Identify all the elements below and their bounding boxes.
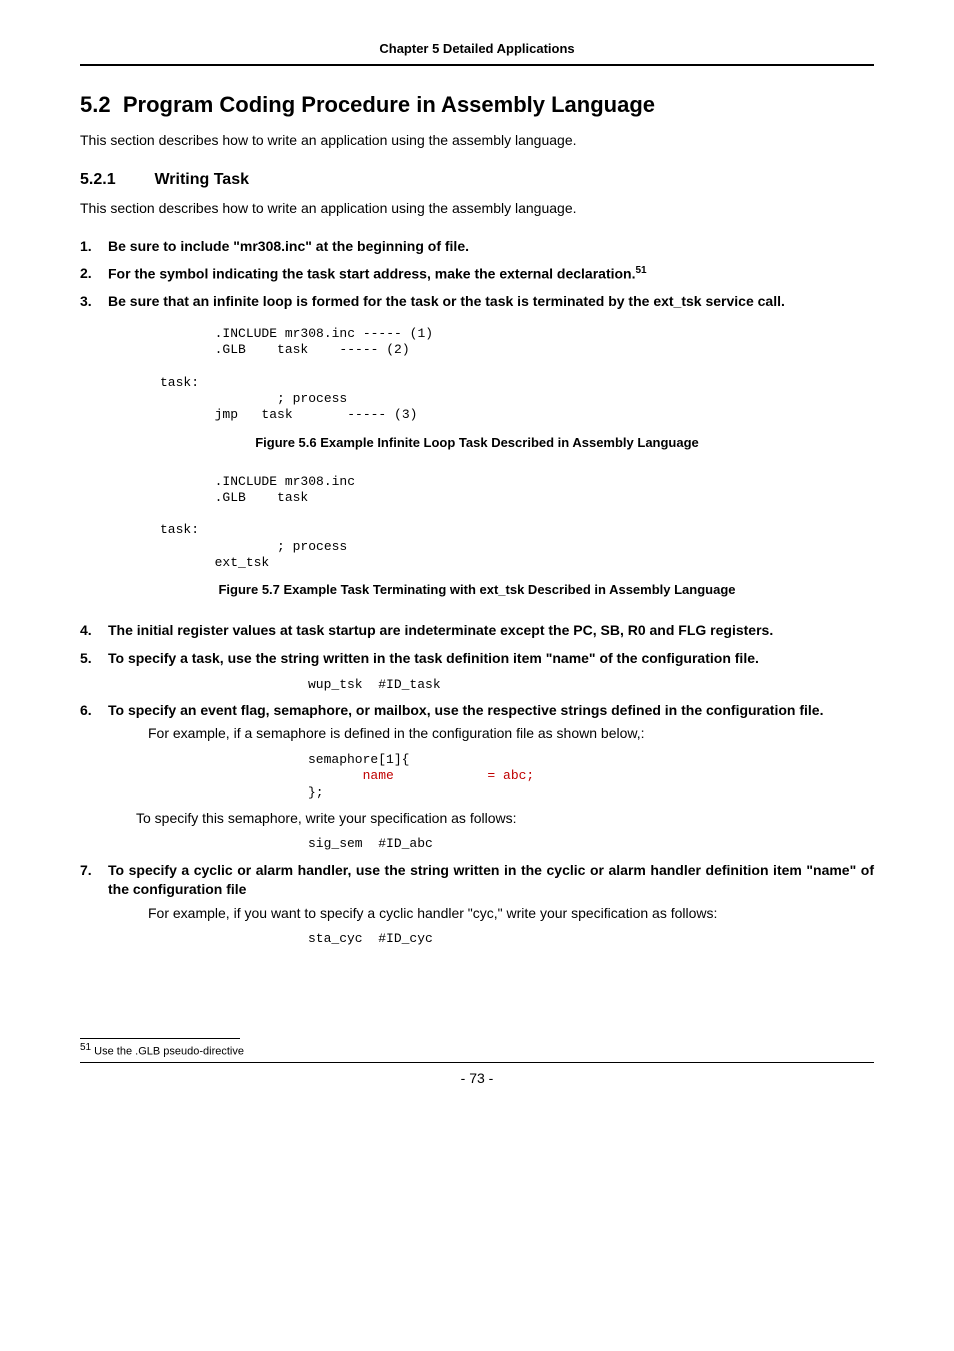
- figure-5-6-caption: Figure 5.6 Example Infinite Loop Task De…: [80, 434, 874, 452]
- footnote-text: Use the .GLB pseudo-directive: [91, 1045, 244, 1057]
- steps-list-2: The initial register values at task star…: [80, 621, 874, 947]
- code-wup: wup_tsk #ID_task: [308, 677, 874, 693]
- code-block-1: .INCLUDE mr308.inc ----- (1) .GLB task -…: [160, 326, 874, 424]
- step-3: Be sure that an infinite loop is formed …: [80, 292, 874, 312]
- step-7: To specify a cyclic or alarm handler, us…: [80, 861, 874, 948]
- code-line: };: [308, 785, 331, 800]
- step-5-text: To specify a task, use the string writte…: [108, 650, 759, 666]
- step-2-text: For the symbol indicating the task start…: [108, 266, 636, 282]
- subsection-title-text: Writing Task: [154, 171, 249, 188]
- code-line: ext_tsk: [160, 555, 277, 570]
- step-7-text: To specify a cyclic or alarm handler, us…: [108, 862, 874, 898]
- step-6: To specify an event flag, semaphore, or …: [80, 701, 874, 853]
- subsection-intro: This section describes how to write an a…: [80, 199, 874, 219]
- code-line: .GLB task ----- (2): [160, 342, 417, 357]
- code-line: task:: [160, 522, 207, 537]
- footnote-51: 51 Use the .GLB pseudo-directive: [80, 1041, 874, 1060]
- step-1: Be sure to include "mr308.inc" at the be…: [80, 237, 874, 257]
- code-line: ; process: [160, 391, 355, 406]
- section-title: 5.2 Program Coding Procedure in Assembly…: [80, 90, 874, 121]
- code-block-2: .INCLUDE mr308.inc .GLB task task: ; pro…: [160, 474, 874, 572]
- section-intro: This section describes how to write an a…: [80, 131, 874, 151]
- code-line: ; process: [160, 539, 355, 554]
- footnote-separator: [80, 1038, 240, 1039]
- step-6-text: To specify an event flag, semaphore, or …: [108, 702, 823, 718]
- code-line: jmp task ----- (3): [160, 407, 425, 422]
- step-2: For the symbol indicating the task start…: [80, 264, 874, 284]
- code-line: name = abc;: [308, 768, 542, 783]
- code-line: .GLB task: [160, 490, 316, 505]
- step-6-sub2: To specify this semaphore, write your sp…: [136, 809, 874, 829]
- subsection-number: 5.2.1: [80, 169, 150, 191]
- section-title-text: Program Coding Procedure in Assembly Lan…: [123, 92, 655, 117]
- code-sta: sta_cyc #ID_cyc: [308, 931, 874, 947]
- footer-separator: [80, 1062, 874, 1063]
- step-5: To specify a task, use the string writte…: [80, 649, 874, 693]
- chapter-header: Chapter 5 Detailed Applications: [80, 40, 874, 66]
- page-number: - 73 -: [80, 1069, 874, 1089]
- step-4: The initial register values at task star…: [80, 621, 874, 641]
- code-semaphore: semaphore[1]{ name = abc; };: [308, 752, 874, 801]
- code-line: .INCLUDE mr308.inc: [160, 474, 363, 489]
- footnote-num: 51: [80, 1042, 91, 1053]
- code-sig: sig_sem #ID_abc: [308, 836, 874, 852]
- figure-5-7-caption: Figure 5.7 Example Task Terminating with…: [80, 581, 874, 599]
- subsection-title: 5.2.1 Writing Task: [80, 169, 874, 191]
- steps-list: Be sure to include "mr308.inc" at the be…: [80, 237, 874, 312]
- code-line: .INCLUDE mr308.inc ----- (1): [160, 326, 441, 341]
- step-6-sub: For example, if a semaphore is defined i…: [148, 724, 874, 744]
- step-7-sub: For example, if you want to specify a cy…: [148, 904, 874, 924]
- code-line: semaphore[1]{: [308, 752, 417, 767]
- step-2-sup: 51: [636, 265, 647, 276]
- code-line: task:: [160, 375, 207, 390]
- section-number: 5.2: [80, 92, 111, 117]
